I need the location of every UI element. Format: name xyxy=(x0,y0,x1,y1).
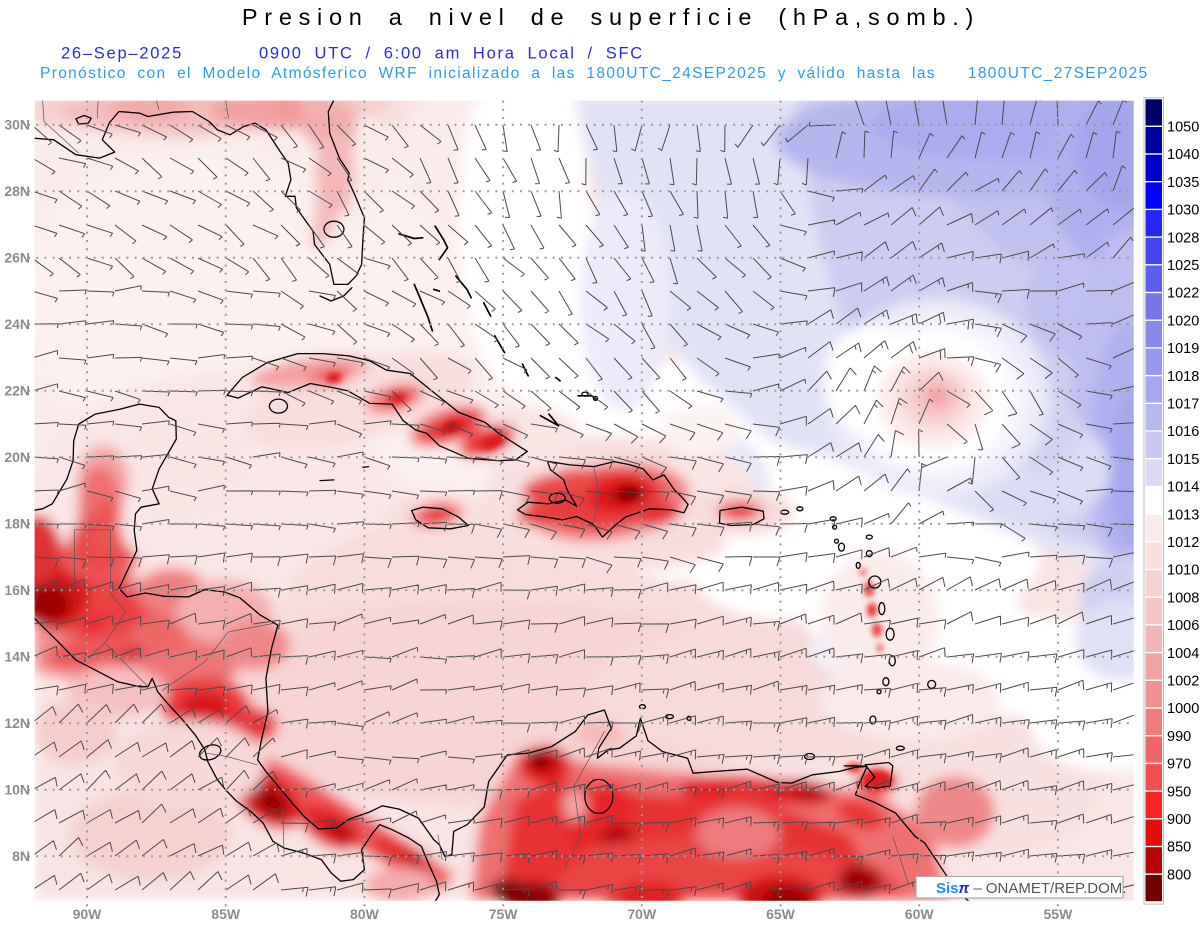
svg-text:30N: 30N xyxy=(4,116,30,132)
svg-text:22N: 22N xyxy=(4,382,30,398)
svg-text:14N: 14N xyxy=(4,648,30,664)
svg-text:20N: 20N xyxy=(4,449,30,465)
svg-text:60W: 60W xyxy=(905,906,935,922)
svg-text:970: 970 xyxy=(1167,757,1191,773)
svg-text:1025: 1025 xyxy=(1167,258,1199,274)
svg-text:8N: 8N xyxy=(12,848,30,864)
svg-text:1008: 1008 xyxy=(1167,590,1199,606)
svg-text:90W: 90W xyxy=(73,906,103,922)
svg-text:1022: 1022 xyxy=(1167,286,1199,302)
svg-text:12N: 12N xyxy=(4,715,30,731)
svg-text:55W: 55W xyxy=(1044,906,1074,922)
svg-text:70W: 70W xyxy=(627,906,657,922)
svg-text:65W: 65W xyxy=(766,906,796,922)
svg-text:24N: 24N xyxy=(4,316,30,332)
svg-text:1018: 1018 xyxy=(1167,369,1199,385)
svg-text:10N: 10N xyxy=(4,781,30,797)
svg-text:85W: 85W xyxy=(211,906,241,922)
svg-text:1028: 1028 xyxy=(1167,230,1199,246)
svg-text:1035: 1035 xyxy=(1167,175,1199,191)
svg-text:1019: 1019 xyxy=(1167,341,1199,357)
svg-text:1012: 1012 xyxy=(1167,535,1199,551)
svg-text:26N: 26N xyxy=(4,249,30,265)
svg-text:1013: 1013 xyxy=(1167,507,1199,523)
svg-text:850: 850 xyxy=(1167,840,1191,856)
svg-text:1002: 1002 xyxy=(1167,674,1199,690)
svg-text:Presion a nivel de superficie: Presion a nivel de superficie (hPa,somb.… xyxy=(242,4,980,30)
svg-text:28N: 28N xyxy=(4,183,30,199)
svg-text:1015: 1015 xyxy=(1167,452,1199,468)
svg-text:1014: 1014 xyxy=(1167,480,1199,496)
svg-text:16N: 16N xyxy=(4,582,30,598)
svg-text:Sisπ – ONAMET/REP.DOM.: Sisπ – ONAMET/REP.DOM. xyxy=(936,880,1126,897)
svg-text:80W: 80W xyxy=(350,906,380,922)
svg-text:1050: 1050 xyxy=(1167,120,1199,136)
svg-text:1020: 1020 xyxy=(1167,313,1199,329)
svg-text:800: 800 xyxy=(1167,867,1191,883)
svg-text:26–Sep–2025: 26–Sep–2025 xyxy=(61,45,183,63)
svg-text:1006: 1006 xyxy=(1167,618,1199,634)
svg-text:75W: 75W xyxy=(489,906,519,922)
svg-text:18N: 18N xyxy=(4,515,30,531)
svg-text:1000: 1000 xyxy=(1167,701,1199,717)
svg-text:1016: 1016 xyxy=(1167,424,1199,440)
svg-text:Pronóstico con el Modelo Atmós: Pronóstico con el Modelo Atmósferico WRF… xyxy=(40,65,1149,82)
svg-text:1010: 1010 xyxy=(1167,563,1199,579)
svg-text:1004: 1004 xyxy=(1167,646,1199,662)
svg-text:990: 990 xyxy=(1167,729,1191,745)
svg-text:1017: 1017 xyxy=(1167,397,1199,413)
svg-text:1040: 1040 xyxy=(1167,147,1199,163)
svg-text:0900 UTC / 6:00 am Hora Local: 0900 UTC / 6:00 am Hora Local / SFC xyxy=(259,45,644,63)
svg-text:900: 900 xyxy=(1167,812,1191,828)
svg-text:950: 950 xyxy=(1167,784,1191,800)
svg-text:1030: 1030 xyxy=(1167,203,1199,219)
